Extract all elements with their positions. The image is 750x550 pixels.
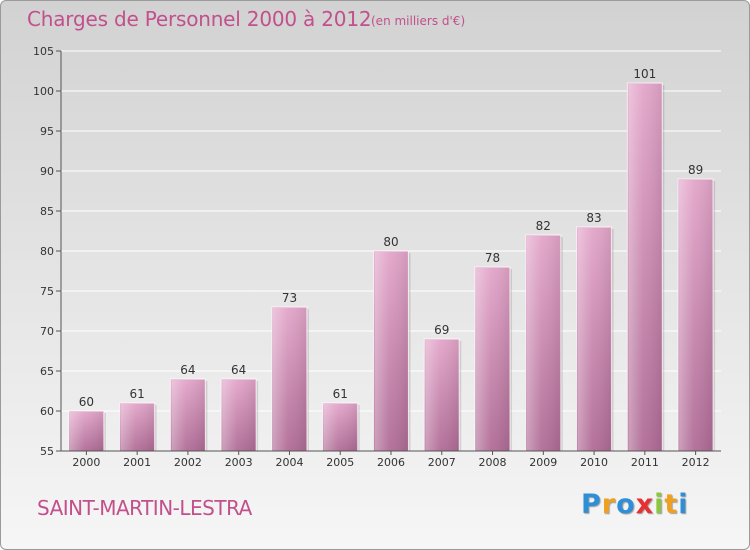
bar-highlight <box>679 180 713 451</box>
chart-title: Charges de Personnel 2000 à 2012 <box>27 7 372 31</box>
data-label: 101 <box>633 67 656 81</box>
logo-letter: o <box>616 489 636 520</box>
y-tick-label: 105 <box>33 45 54 58</box>
data-label: 64 <box>180 363 195 377</box>
y-tick-label: 85 <box>40 205 54 218</box>
x-tick-label: 2009 <box>529 456 557 469</box>
data-label: 83 <box>586 211 601 225</box>
x-tick-label: 2001 <box>123 456 151 469</box>
data-label: 61 <box>333 387 348 401</box>
x-tick-label: 2012 <box>682 456 710 469</box>
bar-highlight <box>374 252 408 451</box>
logo-letter: i <box>654 489 665 520</box>
bar-highlight <box>577 228 611 451</box>
y-tick-label: 100 <box>33 85 54 98</box>
bar-highlight <box>69 412 103 451</box>
data-label: 73 <box>282 291 297 305</box>
logo-letter: t <box>664 489 679 520</box>
y-tick-label: 80 <box>40 245 54 258</box>
data-label: 89 <box>688 163 703 177</box>
bar-highlight <box>222 380 256 451</box>
logo-letter: r <box>601 489 617 520</box>
data-label: 82 <box>536 219 551 233</box>
data-label: 80 <box>383 235 398 249</box>
place-name: SAINT-MARTIN-LESTRA <box>37 496 252 520</box>
bar-highlight <box>323 404 357 451</box>
proxiti-logo[interactable]: Proxiti <box>581 489 689 520</box>
data-label: 78 <box>485 251 500 265</box>
data-label: 60 <box>79 395 94 409</box>
x-tick-label: 2008 <box>479 456 507 469</box>
x-tick-label: 2010 <box>580 456 608 469</box>
y-tick-label: 55 <box>40 445 54 458</box>
y-tick-label: 70 <box>40 325 54 338</box>
bar-highlight <box>628 84 662 451</box>
bar-highlight <box>171 380 205 451</box>
data-label: 64 <box>231 363 246 377</box>
x-tick-label: 2003 <box>225 456 253 469</box>
logo-letter: x <box>635 489 655 520</box>
logo-letter: i <box>678 489 689 520</box>
x-tick-label: 2006 <box>377 456 405 469</box>
x-tick-label: 2007 <box>428 456 456 469</box>
data-label: 61 <box>130 387 145 401</box>
y-tick-label: 75 <box>40 285 54 298</box>
y-tick-label: 95 <box>40 125 54 138</box>
bars <box>68 82 716 452</box>
x-tick-label: 2005 <box>326 456 354 469</box>
logo-letter: P <box>581 489 602 520</box>
labels: 55 60 65 70 75 80 85 90 95 100 105 60 2000 61 2001 64 20… <box>33 45 710 469</box>
bar-highlight <box>272 308 306 451</box>
bar-highlight <box>526 236 560 451</box>
bar-highlight <box>476 268 510 451</box>
y-tick-label: 60 <box>40 405 54 418</box>
x-tick-label: 2000 <box>72 456 100 469</box>
x-tick-label: 2011 <box>631 456 659 469</box>
bar-highlight <box>120 404 154 451</box>
x-tick-label: 2004 <box>275 456 303 469</box>
data-label: 69 <box>434 323 449 337</box>
x-tick-label: 2002 <box>174 456 202 469</box>
axes <box>56 50 721 455</box>
bar-highlight <box>425 340 459 451</box>
y-tick-label: 65 <box>40 365 54 378</box>
chart-subtitle: (en milliers d'€) <box>371 14 466 28</box>
y-tick-label: 90 <box>40 165 54 178</box>
